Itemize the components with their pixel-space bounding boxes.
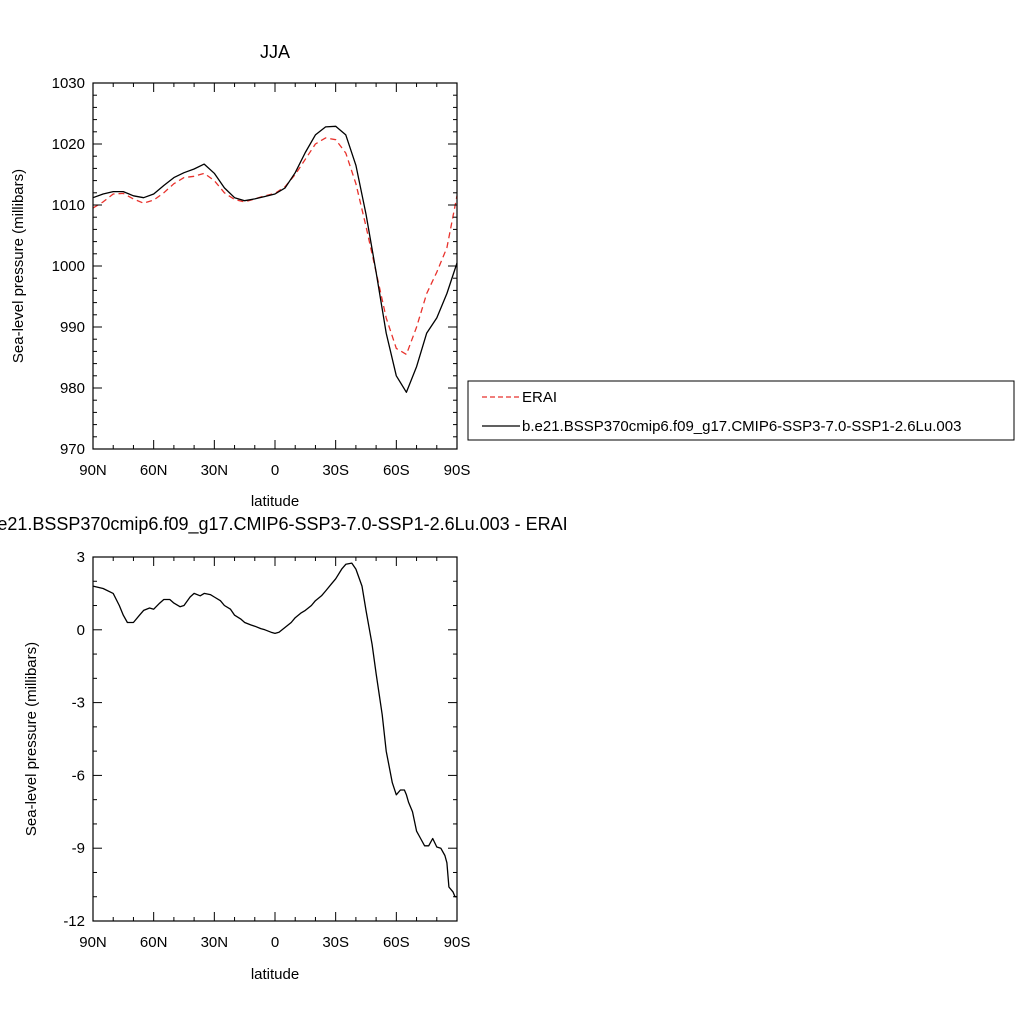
legend-label-erai: ERAI <box>522 389 557 406</box>
bottom-chart-title: b.e21.BSSP370cmip6.f09_g17.CMIP6-SSP3-7.… <box>0 514 568 535</box>
top-y-tick-label: 1000 <box>52 258 85 275</box>
bottom-series-line-0 <box>92 562 457 898</box>
top-y-tick-label: 1020 <box>52 136 85 153</box>
bottom-y-tick-label: -12 <box>63 913 85 930</box>
bottom-y-tick-label: -9 <box>72 840 85 857</box>
top-y-tick-label: 980 <box>60 380 85 397</box>
bottom-y-tick-label: 3 <box>77 549 85 566</box>
top-chart-title: JJA <box>260 42 290 62</box>
top-plot-frame <box>92 82 458 450</box>
bottom-y-tick-label: 0 <box>77 622 85 639</box>
legend-box <box>467 380 1015 441</box>
top-x-tick-label: 90N <box>79 462 107 479</box>
top-y-tick-label: 1030 <box>52 75 85 92</box>
top-x-tick-label: 30S <box>322 462 349 479</box>
top-y-tick-label: 990 <box>60 319 85 336</box>
top-y-axis-label: Sea-level pressure (millibars) <box>10 169 27 363</box>
bottom-x-tick-label: 90S <box>444 934 471 951</box>
top-x-tick-label: 0 <box>271 462 279 479</box>
bottom-axis-ticks: 90N 60N 30N 0 30S 60S 90S -12 -9 -6 -3 0 3 <box>63 549 470 951</box>
top-x-tick-label: 30N <box>201 462 229 479</box>
bottom-y-tick-label: -3 <box>72 695 85 712</box>
top-series-line-0 <box>92 137 458 356</box>
top-x-tick-label: 90S <box>444 462 471 479</box>
bottom-x-tick-label: 60S <box>383 934 410 951</box>
bottom-x-axis-label: latitude <box>251 966 299 983</box>
top-y-tick-label: 1010 <box>52 197 85 214</box>
top-axis-ticks: 90N 60N 30N 0 30S 60S 90S 970 980 990 1000 1010 1020… <box>52 75 471 479</box>
bottom-plot-area <box>92 562 457 898</box>
bottom-plot-frame <box>92 556 458 922</box>
bottom-panel: b.e21.BSSP370cmip6.f09_g17.CMIP6-SSP3-7.… <box>0 514 568 983</box>
top-plot-area <box>92 125 458 393</box>
legend-label-model: b.e21.BSSP370cmip6.f09_g17.CMIP6-SSP3-7.… <box>522 418 961 435</box>
bottom-x-tick-label: 30S <box>322 934 349 951</box>
legend: ERAI b.e21.BSSP370cmip6.f09_g17.CMIP6-SS… <box>467 380 1015 441</box>
top-panel: JJA latitude Sea-level pressure (milliba… <box>10 42 1015 510</box>
top-x-tick-label: 60N <box>140 462 168 479</box>
bottom-y-axis-label: Sea-level pressure (millibars) <box>23 642 40 836</box>
top-y-tick-label: 970 <box>60 441 85 458</box>
bottom-x-tick-label: 0 <box>271 934 279 951</box>
top-x-axis-label: latitude <box>251 493 299 510</box>
bottom-x-tick-label: 90N <box>79 934 107 951</box>
bottom-y-tick-label: -6 <box>72 767 85 784</box>
top-x-tick-label: 60S <box>383 462 410 479</box>
top-series-line-1 <box>92 125 458 393</box>
bottom-x-tick-label: 30N <box>201 934 229 951</box>
bottom-x-tick-label: 60N <box>140 934 168 951</box>
